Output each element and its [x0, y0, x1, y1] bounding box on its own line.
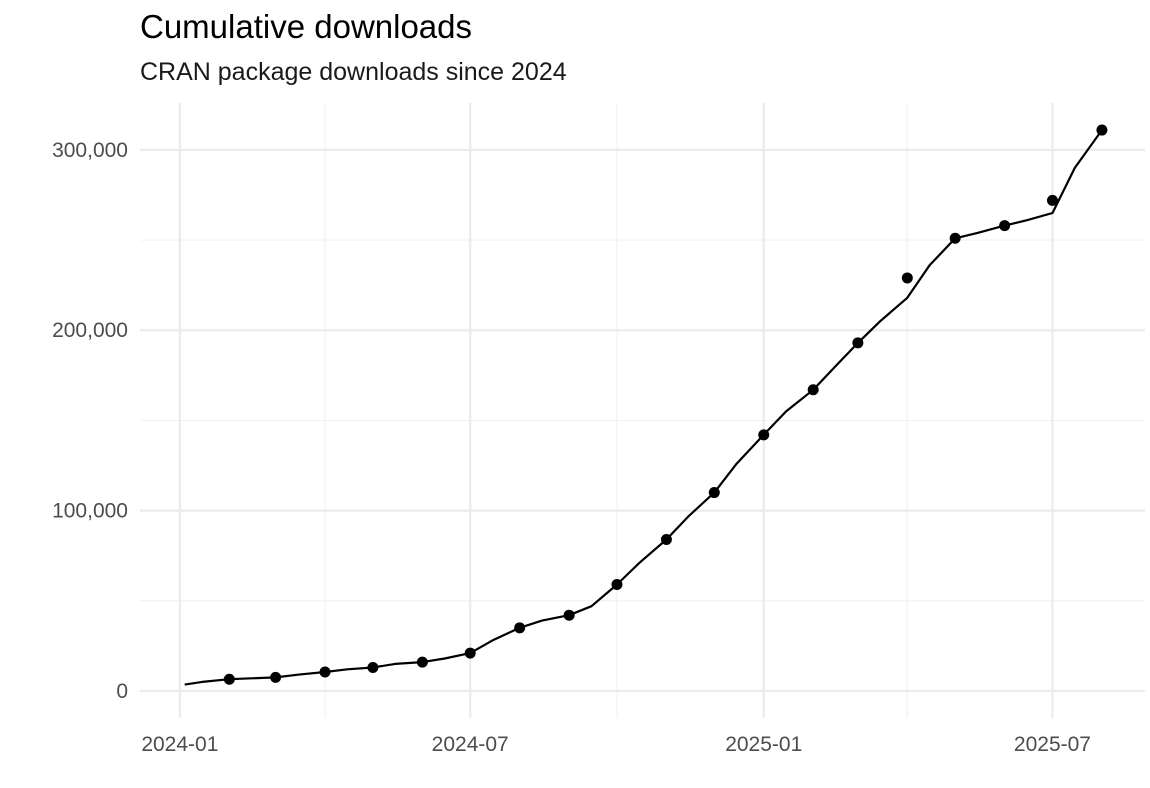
- x-axis: 2024-01 2024-07 2025-01 2025-07: [141, 733, 1091, 756]
- series-line: [184, 129, 1103, 686]
- data-points: [223, 124, 1108, 685]
- chart-subtitle: CRAN package downloads since 2024: [140, 58, 567, 86]
- major-gridlines: [140, 103, 1145, 718]
- data-point: [367, 662, 379, 674]
- y-tick-label: 300,000: [52, 139, 128, 162]
- data-point: [514, 622, 526, 634]
- data-point: [223, 673, 235, 685]
- x-tick-label: 2024-07: [432, 733, 509, 756]
- data-point: [708, 487, 720, 499]
- data-point: [270, 671, 282, 683]
- data-point: [660, 533, 672, 545]
- minor-gridlines: [140, 103, 1145, 718]
- data-point: [1046, 194, 1058, 206]
- data-point: [563, 609, 575, 621]
- y-tick-label: 100,000: [52, 500, 128, 523]
- x-tick-label: 2025-07: [1014, 733, 1091, 756]
- data-point: [999, 220, 1011, 232]
- data-point: [758, 429, 770, 441]
- data-point: [611, 579, 623, 591]
- chart-title: Cumulative downloads: [140, 8, 473, 45]
- data-point: [807, 384, 819, 396]
- data-point: [319, 666, 331, 678]
- x-tick-label: 2025-01: [725, 733, 802, 756]
- y-tick-label: 200,000: [52, 319, 128, 342]
- x-tick-label: 2024-01: [141, 733, 218, 756]
- data-point: [852, 337, 864, 349]
- data-point: [416, 656, 428, 668]
- data-point: [901, 272, 913, 284]
- data-point: [949, 232, 961, 244]
- data-point: [1096, 124, 1108, 136]
- y-tick-label: 0: [116, 680, 128, 703]
- data-point: [464, 647, 476, 659]
- y-axis: 0 100,000 200,000 300,000: [52, 139, 128, 703]
